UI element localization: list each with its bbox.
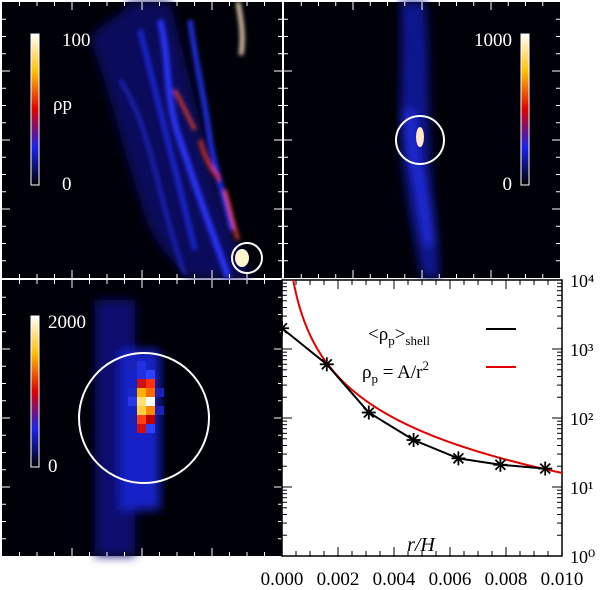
- pixel: [146, 370, 155, 379]
- panel-top-right-ticks: [284, 2, 560, 278]
- panel-bottom-left-pixel-grid: [128, 361, 164, 433]
- pixel: [146, 388, 155, 397]
- panel-bottom-left-colorbar-min: 0: [48, 456, 58, 477]
- panel-top-left-colorbar: [30, 33, 40, 186]
- pixel: [137, 424, 146, 433]
- x-tick-label: 0.002: [317, 569, 360, 590]
- pixel: [146, 397, 155, 406]
- data-point: [406, 432, 421, 447]
- data-point: [493, 457, 508, 472]
- x-tick-label: 0.010: [541, 569, 584, 590]
- panel-top-left-clump: [235, 249, 249, 267]
- pixel: [137, 406, 146, 415]
- y-tick-label: 10¹: [570, 478, 593, 498]
- panel-top-right-colorbar-min: 0: [503, 174, 513, 195]
- pixel: [137, 379, 146, 388]
- data-point: [361, 405, 376, 420]
- x-tick-label: 0.006: [429, 569, 472, 590]
- panel-top-right-colorbar-max: 1000: [474, 30, 512, 51]
- plot-area: [281, 279, 563, 557]
- pixel: [128, 361, 137, 370]
- pixel: [146, 415, 155, 424]
- panel-top-left-filaments: [118, 1, 245, 279]
- panel-top-right-circle: [395, 115, 445, 165]
- pixel: [137, 370, 146, 379]
- y-tick-label: 10⁰: [570, 547, 595, 567]
- pixel: [146, 406, 155, 415]
- legend-entry-shell: <ρp>shell: [368, 324, 430, 348]
- pixel: [128, 415, 137, 424]
- pixel: [146, 424, 155, 433]
- panel-top-right-colorbar: [520, 33, 530, 186]
- panel-bottom-left-colorbar-max: 2000: [48, 312, 86, 333]
- legend-entry-fit: ρp = A/r2: [362, 358, 429, 386]
- panel-bottom-left-colorbar: [30, 315, 40, 468]
- panel-top-left-ticks: [2, 2, 282, 278]
- x-tick-label: 0.000: [261, 569, 304, 590]
- x-axis-label: r/H: [407, 534, 436, 556]
- y-tick-label: 10⁴: [570, 271, 594, 291]
- y-tick-label: 10²: [570, 409, 593, 429]
- pixel: [155, 406, 164, 415]
- panel-top-left-colorbar-max: 100: [62, 30, 91, 51]
- data-point: [275, 321, 289, 336]
- pixel: [137, 397, 146, 406]
- legend: <ρp>shell ρp = A/r2: [362, 324, 516, 386]
- pixel: [137, 388, 146, 397]
- panel-top-left-colorbar-min: 0: [62, 174, 72, 195]
- panel-top-right: 1000 0: [284, 2, 560, 278]
- series-shell-markers: [275, 321, 553, 476]
- pixel: [146, 379, 155, 388]
- panel-bottom-left-ticks: [2, 280, 282, 556]
- data-point: [538, 461, 553, 476]
- panel-bottom-left-circle: [78, 352, 210, 484]
- y-tick-label: 10³: [570, 340, 594, 360]
- pixel: [128, 388, 137, 397]
- panel-bottom-left: 2000 0: [2, 280, 282, 556]
- data-point: [451, 451, 466, 466]
- panel-top-left: 100 ρp 0: [2, 1, 282, 279]
- pixel: [137, 415, 146, 424]
- data-point: [319, 357, 334, 372]
- panel-top-right-clump: [416, 127, 424, 147]
- x-tick-label: 0.004: [373, 569, 416, 590]
- panel-top-left-circle: [231, 242, 263, 274]
- pixel: [137, 361, 146, 370]
- x-tick-label: 0.008: [485, 569, 528, 590]
- pixel: [155, 388, 164, 397]
- panel-top-left-colorbar-label: ρp: [53, 94, 72, 115]
- pixel: [128, 397, 137, 406]
